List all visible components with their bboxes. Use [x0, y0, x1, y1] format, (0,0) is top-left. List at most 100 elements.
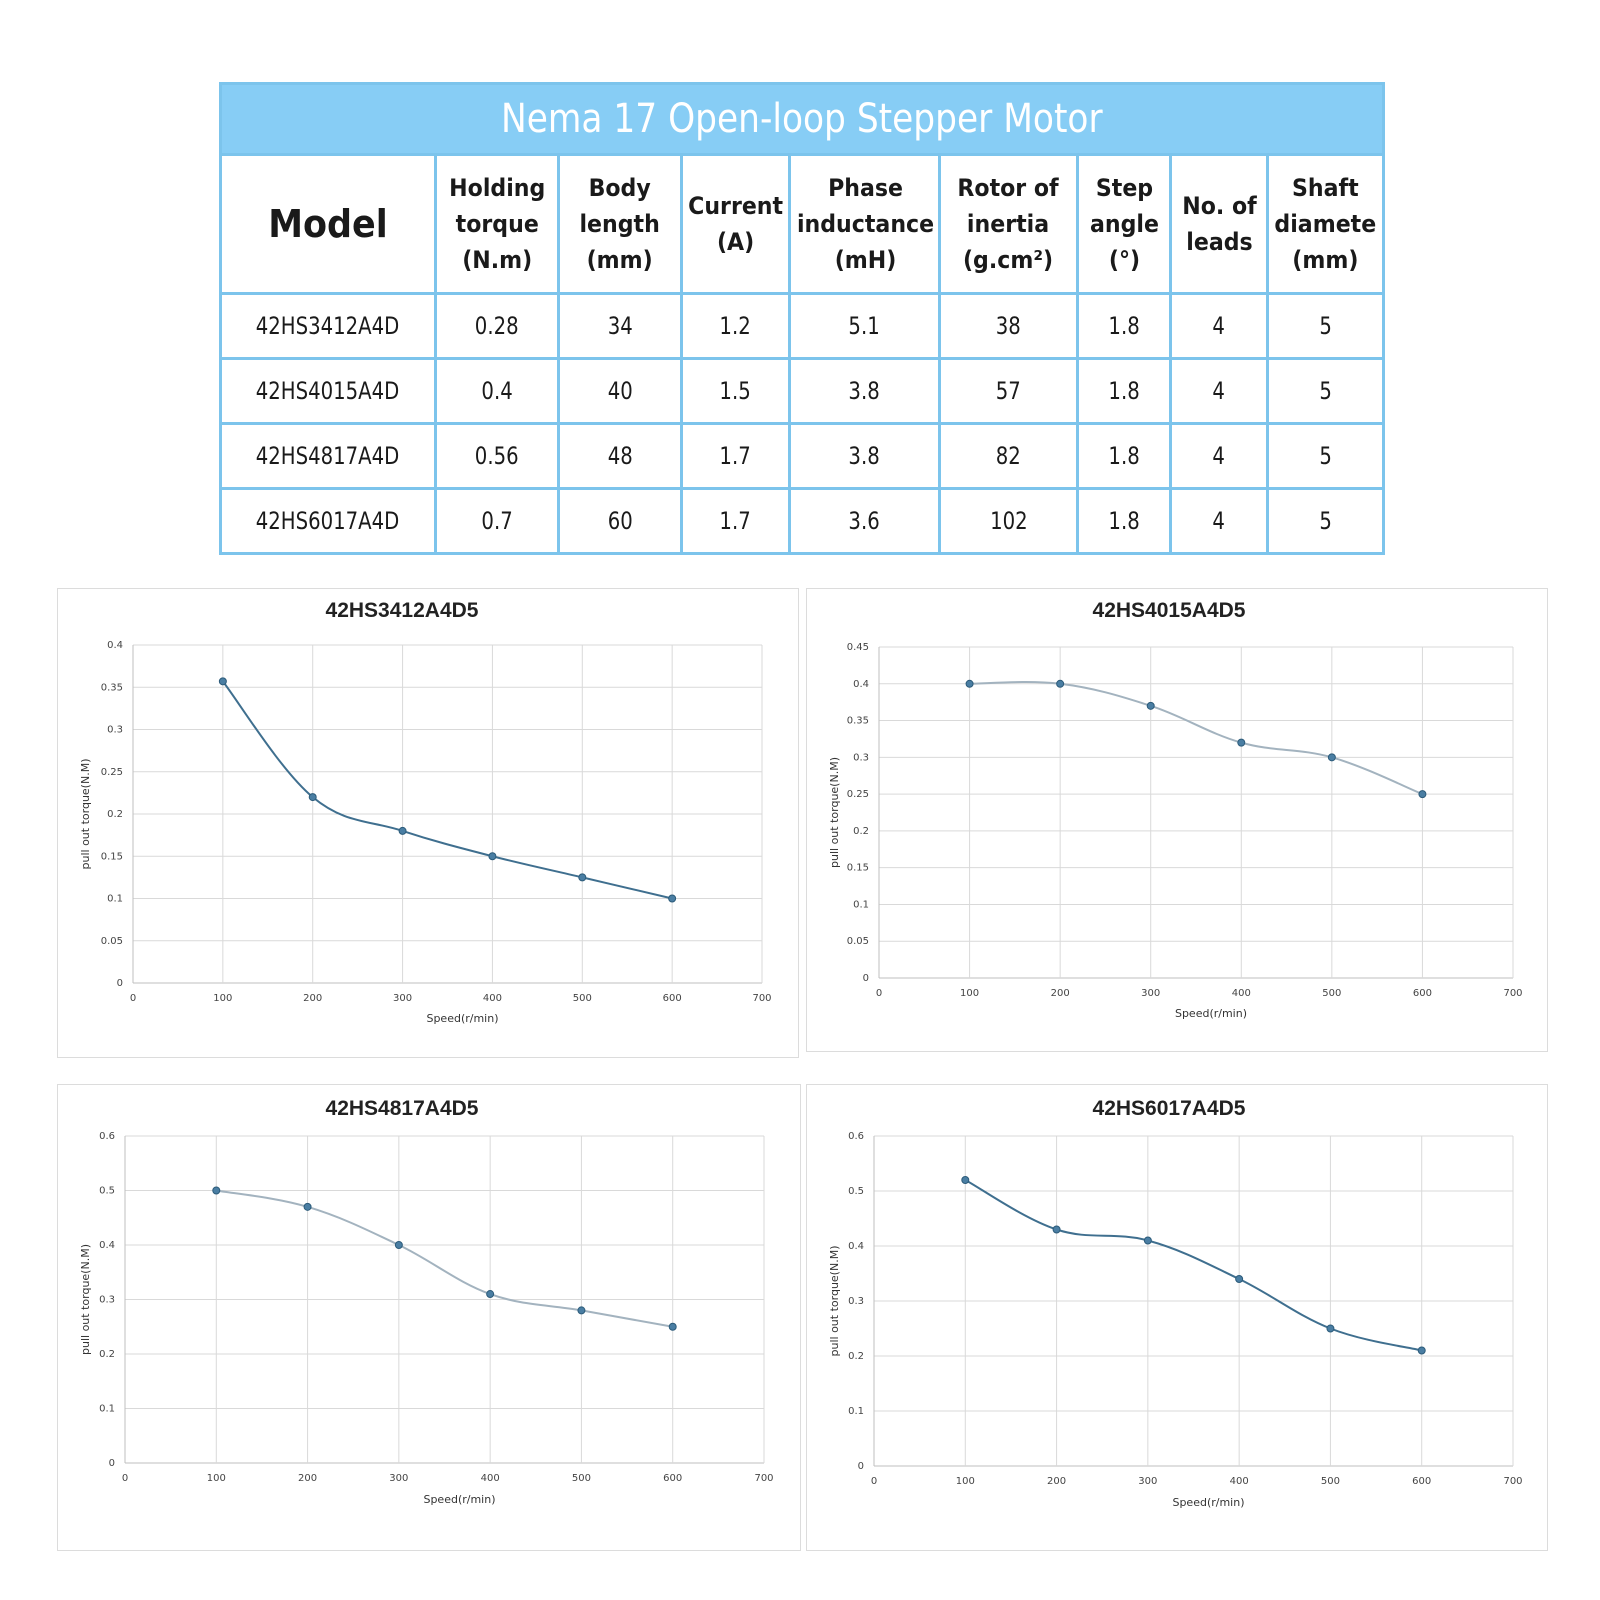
column-header-line: Holding: [448, 174, 546, 202]
spec-cell: 102: [938, 487, 1079, 555]
spec-cell: 48: [557, 422, 683, 490]
x-tick-label: 500: [573, 993, 592, 1004]
spec-cell: 82: [938, 422, 1079, 490]
cell-value: 1.7: [719, 507, 752, 535]
y-tick-label: 0.15: [101, 851, 123, 862]
model-cell: 42HS4015A4D: [219, 357, 437, 425]
x-tick-label: 0: [130, 993, 136, 1004]
y-axis-label: pull out torque(N.M): [79, 759, 92, 870]
x-tick-label: 600: [663, 1473, 682, 1484]
x-tick-label: 500: [1322, 988, 1341, 999]
data-point: [1052, 1225, 1061, 1234]
spec-cell: 4: [1169, 422, 1269, 490]
cell-value: 0.28: [475, 312, 519, 340]
spec-cell: 1.8: [1076, 357, 1172, 425]
y-tick-label: 0.3: [107, 725, 123, 736]
cell-value: 3.6: [848, 507, 881, 535]
chart-panel-42HS4015A4D5: 42HS4015A4D5 0 0.05 0.1 0.15 0.2 0.25 0.3 0.35 0.…: [806, 588, 1548, 1052]
column-header: No. of leads: [1169, 153, 1269, 295]
y-tick-label: 0.3: [99, 1295, 115, 1306]
data-point: [1417, 1346, 1426, 1355]
cell-value: 5.1: [848, 312, 881, 340]
x-tick-label: 200: [1047, 1476, 1066, 1487]
column-header-line: angle: [1089, 210, 1159, 238]
data-point: [961, 1176, 970, 1184]
table-row: 42HS4015A4D 0.4 40 1.5 3.8 57 1.8 4 5: [219, 357, 1386, 425]
spec-cell: 34: [557, 292, 683, 360]
y-tick-label: 0.1: [848, 1406, 864, 1417]
y-tick-label: 0.05: [101, 936, 123, 947]
cell-value: 102: [989, 507, 1028, 535]
y-tick-label: 0.6: [99, 1131, 115, 1142]
spec-cell: 1.8: [1076, 487, 1172, 555]
data-point: [303, 1202, 312, 1211]
y-tick-label: 0.4: [99, 1240, 115, 1251]
y-tick-label: 0.2: [99, 1349, 115, 1360]
cell-value: 0.4: [481, 377, 513, 405]
spec-cell: 1.7: [680, 487, 791, 555]
data-point: [1146, 701, 1155, 710]
column-header-label: Shaft diamete (mm): [1275, 170, 1377, 278]
column-header-line: Shaft: [1292, 174, 1359, 202]
cell-value: 57: [995, 377, 1022, 405]
x-tick-label: 300: [1138, 1476, 1157, 1487]
x-axis-label: Speed(r/min): [1175, 1007, 1247, 1020]
cell-value: 3.8: [848, 377, 881, 405]
column-header-line: (N.m): [461, 246, 533, 274]
spec-cell: 38: [938, 292, 1079, 360]
spec-cell: 0.7: [434, 487, 560, 555]
spec-cell: 5: [1265, 422, 1386, 490]
cell-value: 1.8: [1108, 312, 1140, 340]
torque-chart-42HS6017A4D5: 42HS6017A4D5 0 0.1 0.2 0.3 0.4 0.5 0.6 0 100 200 30…: [828, 1097, 1523, 1509]
chart-panel-42HS3412A4D5: 42HS3412A4D5 0 0.05 0.1 0.15 0.2 0.25 0.3 0.35 0.…: [57, 588, 799, 1058]
column-header: Body length (mm): [557, 153, 683, 295]
y-tick-label: 0.1: [107, 894, 123, 905]
table-row: 42HS3412A4D 0.28 34 1.2 5.1 38 1.8 4 5: [219, 292, 1386, 360]
cell-value: 1.8: [1108, 377, 1140, 405]
y-tick-label: 0.35: [101, 682, 123, 693]
spec-cell: 4: [1169, 292, 1269, 360]
table-row: 42HS6017A4D 0.7 60 1.7 3.6 102 1.8 4 5: [219, 487, 1386, 555]
spec-cell: 57: [938, 357, 1079, 425]
column-header-label: Holding torque (N.m): [449, 170, 545, 278]
data-point: [1418, 790, 1427, 799]
column-header-label: Current (A): [688, 188, 783, 260]
x-tick-label: 100: [207, 1473, 226, 1484]
column-header-line: (A): [716, 228, 755, 256]
chart-panel-42HS6017A4D5: 42HS6017A4D5 0 0.1 0.2 0.3 0.4 0.5 0.6 0 100 200 30…: [806, 1084, 1548, 1551]
column-header-line: leads: [1185, 228, 1253, 256]
data-point: [486, 1290, 495, 1299]
y-tick-label: 0.05: [847, 936, 869, 947]
y-tick-label: 0.4: [848, 1241, 864, 1252]
spec-cell: 1.7: [680, 422, 791, 490]
model-cell: 42HS6017A4D: [219, 487, 437, 555]
series-line: [222, 680, 673, 900]
y-tick-label: 0.15: [847, 863, 869, 874]
data-point: [668, 1322, 677, 1331]
series-line: [216, 1189, 673, 1328]
y-tick-label: 0.3: [853, 752, 869, 763]
column-header-line: inductance: [796, 210, 935, 238]
cell-value: 42HS6017A4D: [256, 507, 400, 535]
column-header-line: Phase: [828, 174, 903, 202]
column-header-model: Model: [219, 153, 437, 295]
column-header-label: Model: [268, 205, 388, 243]
chart-title: 42HS6017A4D5: [1093, 1097, 1246, 1120]
y-tick-label: 0.4: [853, 679, 869, 690]
x-tick-label: 500: [572, 1473, 591, 1484]
x-tick-label: 400: [481, 1473, 500, 1484]
spec-cell: 40: [557, 357, 683, 425]
y-axis-label: pull out torque(N.M): [828, 1246, 841, 1357]
column-header-label: No. of leads: [1182, 188, 1257, 260]
column-header-line: length: [579, 210, 661, 238]
y-tick-label: 0.45: [847, 642, 869, 653]
cell-value: 5: [1319, 377, 1332, 405]
x-tick-label: 200: [298, 1473, 317, 1484]
data-point: [1235, 1275, 1244, 1283]
column-header-line: No. of: [1181, 192, 1257, 220]
x-tick-label: 100: [213, 993, 232, 1004]
spec-cell: 5: [1265, 292, 1386, 360]
chart-title: 42HS4817A4D5: [326, 1097, 479, 1120]
chart-title: 42HS4015A4D5: [1093, 599, 1246, 622]
y-tick-label: 0.1: [853, 899, 869, 910]
